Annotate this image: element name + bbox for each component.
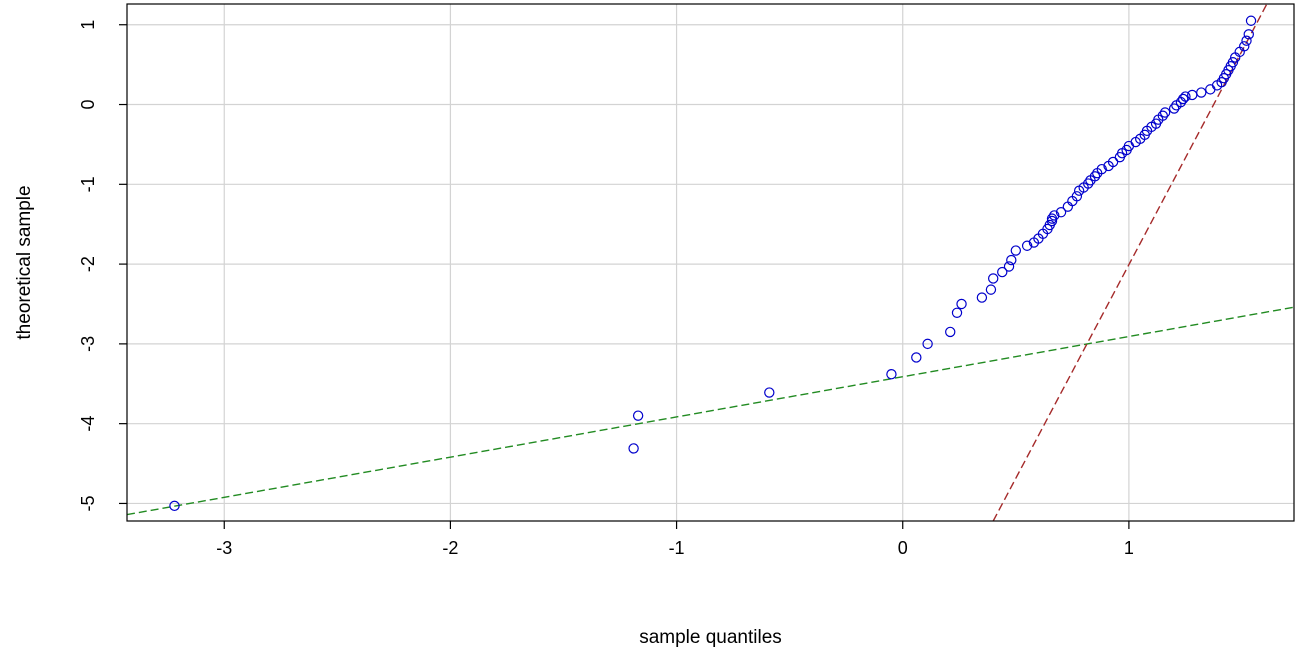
x-tick-label: 1 bbox=[1124, 538, 1134, 558]
x-tick-label: -3 bbox=[216, 538, 232, 558]
y-tick-label: -2 bbox=[78, 256, 98, 272]
data-point bbox=[1159, 107, 1171, 118]
data-point bbox=[922, 338, 933, 350]
data-point bbox=[1241, 35, 1252, 46]
data-point bbox=[911, 352, 922, 363]
data-point bbox=[1239, 41, 1250, 52]
data-point bbox=[1157, 110, 1169, 121]
data-point bbox=[988, 273, 999, 284]
data-point bbox=[1021, 240, 1033, 251]
x-tick-label: -1 bbox=[669, 538, 685, 558]
data-point bbox=[1177, 93, 1189, 105]
data-point bbox=[945, 326, 956, 338]
data-point bbox=[976, 292, 988, 303]
data-point bbox=[1168, 103, 1180, 114]
fit-line bbox=[127, 306, 1294, 516]
y-axis-label: theoretical sample bbox=[14, 185, 35, 339]
data-point bbox=[1180, 91, 1191, 102]
data-point bbox=[1089, 171, 1101, 182]
data-point bbox=[1245, 15, 1257, 26]
x-tick-label: 0 bbox=[898, 538, 908, 558]
data-point bbox=[1107, 156, 1119, 168]
y-tick-label: -5 bbox=[78, 495, 98, 511]
reference-line bbox=[992, 4, 1268, 521]
x-axis-label: sample quantiles bbox=[639, 627, 782, 648]
data-point bbox=[1049, 210, 1060, 221]
data-point bbox=[886, 368, 897, 380]
data-point bbox=[1003, 261, 1015, 272]
data-point bbox=[1010, 245, 1022, 256]
data-point bbox=[632, 410, 644, 421]
data-point bbox=[1205, 84, 1216, 95]
data-point bbox=[1243, 29, 1254, 40]
data-point bbox=[1227, 57, 1239, 68]
data-point bbox=[169, 500, 180, 512]
data-point bbox=[1187, 89, 1198, 101]
data-point bbox=[997, 266, 1008, 278]
y-tick-label: -3 bbox=[78, 336, 98, 352]
y-tick-label: 1 bbox=[78, 20, 98, 30]
data-points bbox=[169, 15, 1257, 512]
plot-frame bbox=[126, 3, 1295, 522]
data-point bbox=[1046, 213, 1058, 224]
y-tick-label: -1 bbox=[78, 176, 98, 192]
y-tick-label: -4 bbox=[78, 416, 98, 432]
data-point bbox=[985, 284, 997, 295]
y-axis-ticks: -5 -4 -3 -2 -1 0 1 bbox=[78, 20, 127, 511]
data-point bbox=[1071, 191, 1083, 202]
y-tick-label: 0 bbox=[78, 100, 98, 110]
data-point bbox=[764, 387, 775, 398]
data-point bbox=[628, 443, 639, 454]
data-point bbox=[1082, 178, 1094, 189]
data-point bbox=[1096, 163, 1107, 175]
data-point bbox=[956, 298, 967, 310]
data-point bbox=[951, 307, 963, 318]
x-axis-ticks: -3 -2 -1 0 1 bbox=[216, 521, 1134, 558]
x-tick-label: -2 bbox=[442, 538, 458, 558]
data-point bbox=[1055, 207, 1067, 218]
data-point bbox=[1006, 254, 1017, 266]
grid-lines bbox=[127, 4, 1294, 521]
data-point bbox=[1196, 87, 1207, 98]
reference-lines bbox=[127, 4, 1294, 521]
